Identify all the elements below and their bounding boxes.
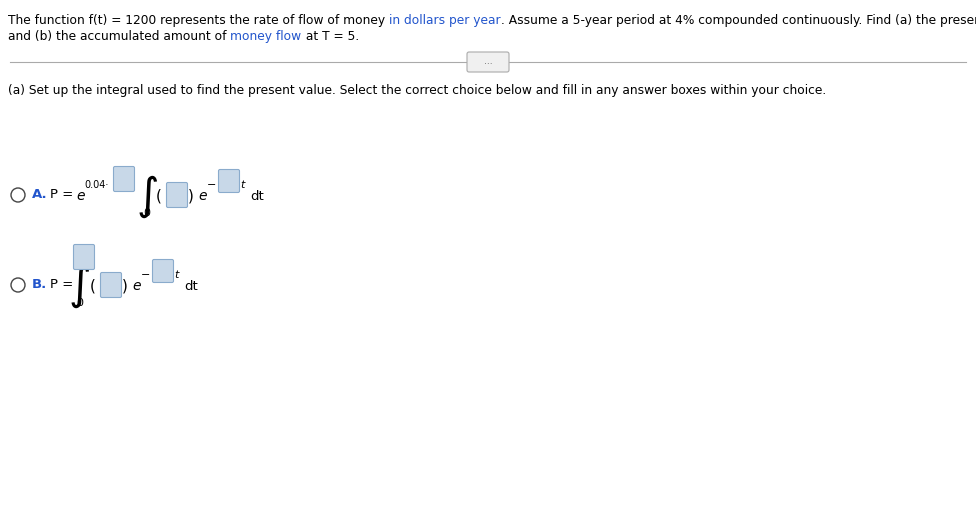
Text: money flow: money flow — [230, 30, 302, 43]
Text: t: t — [240, 180, 244, 190]
FancyBboxPatch shape — [113, 167, 135, 192]
FancyBboxPatch shape — [101, 272, 121, 297]
Text: A.: A. — [32, 188, 48, 202]
Text: $\int$: $\int$ — [68, 264, 90, 310]
Text: ): ) — [122, 278, 128, 294]
Text: . Assume a 5-year period at 4% compounded continuously. Find (a) the present val: . Assume a 5-year period at 4% compounde… — [501, 14, 976, 27]
Circle shape — [11, 278, 25, 292]
FancyBboxPatch shape — [152, 260, 174, 282]
Circle shape — [11, 188, 25, 202]
Text: 0.04·: 0.04· — [84, 180, 108, 190]
FancyBboxPatch shape — [73, 245, 95, 270]
FancyBboxPatch shape — [219, 170, 239, 193]
Text: (: ( — [90, 278, 96, 294]
Text: ...: ... — [484, 57, 492, 66]
Text: $\int$: $\int$ — [136, 174, 158, 220]
Text: t: t — [174, 270, 179, 280]
FancyBboxPatch shape — [167, 182, 187, 207]
Text: 0: 0 — [76, 298, 83, 308]
Text: −: − — [141, 270, 150, 280]
Text: e: e — [132, 279, 141, 293]
Text: at T = 5.: at T = 5. — [302, 30, 359, 43]
Text: 0: 0 — [143, 208, 150, 218]
Text: ): ) — [188, 188, 194, 204]
Text: B.: B. — [32, 278, 47, 292]
Text: P =: P = — [50, 278, 73, 292]
Text: dt: dt — [250, 189, 264, 203]
Text: −: − — [207, 180, 217, 190]
Text: P =: P = — [50, 188, 73, 202]
Text: and (b) the accumulated amount of: and (b) the accumulated amount of — [8, 30, 230, 43]
Text: e: e — [198, 189, 207, 203]
Text: (: ( — [156, 188, 162, 204]
Text: (a) Set up the integral used to find the present value. Select the correct choic: (a) Set up the integral used to find the… — [8, 84, 827, 97]
Text: in dollars per year: in dollars per year — [389, 14, 501, 27]
Text: e: e — [76, 189, 85, 203]
Text: dt: dt — [184, 279, 198, 293]
Text: The function f(t) = 1200 represents the rate of flow of money: The function f(t) = 1200 represents the … — [8, 14, 389, 27]
FancyBboxPatch shape — [467, 52, 509, 72]
